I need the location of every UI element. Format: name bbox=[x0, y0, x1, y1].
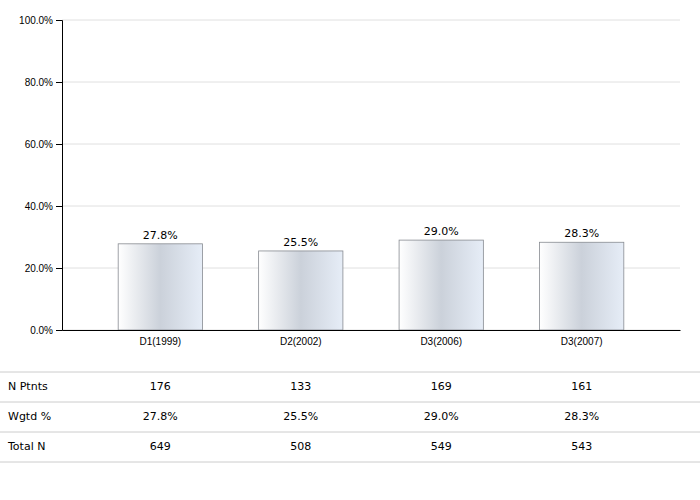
grid-line bbox=[62, 82, 680, 83]
table-cell: 29.0% bbox=[424, 410, 459, 423]
tick: 100.0% bbox=[19, 15, 62, 26]
table-row: Total N 649 508 549 543 bbox=[7, 440, 592, 453]
tick: D3(2006) bbox=[420, 336, 462, 347]
tick: 20.0% bbox=[25, 263, 62, 274]
data-label: 27.8% bbox=[143, 229, 178, 242]
tick-mark bbox=[56, 206, 62, 207]
table-row: N Ptnts 176 133 169 161 bbox=[8, 380, 592, 393]
tick-mark bbox=[56, 330, 62, 331]
table-row-label: Total N bbox=[7, 440, 45, 453]
tick: 40.0% bbox=[25, 201, 62, 212]
tick-label: 20.0% bbox=[25, 263, 53, 274]
bar bbox=[399, 240, 483, 330]
tick: D1(1999) bbox=[139, 336, 181, 347]
table-cell: 649 bbox=[150, 440, 171, 453]
table-cell: 25.5% bbox=[283, 410, 318, 423]
table-cell: 169 bbox=[431, 380, 452, 393]
tick-label: 60.0% bbox=[25, 139, 53, 150]
bar bbox=[118, 244, 202, 330]
y-axis: 0.0% 20.0% 40.0% 60.0% 80.0% 100.0% bbox=[19, 15, 62, 336]
bar bbox=[259, 251, 343, 330]
table-cell: 549 bbox=[431, 440, 452, 453]
table-rule bbox=[0, 462, 700, 463]
table-rule bbox=[0, 372, 700, 373]
tick-label: D2(2002) bbox=[280, 336, 322, 347]
table-cell: 133 bbox=[290, 380, 311, 393]
tick-label: D3(2007) bbox=[561, 336, 603, 347]
grid-line bbox=[62, 206, 680, 207]
data-label: 25.5% bbox=[283, 236, 318, 249]
tick: 80.0% bbox=[25, 77, 62, 88]
data-label: 29.0% bbox=[424, 225, 459, 238]
tick-mark bbox=[56, 268, 62, 269]
tick-label: D3(2006) bbox=[420, 336, 462, 347]
bars bbox=[118, 240, 624, 330]
table-cell: 543 bbox=[571, 440, 592, 453]
plot: 0.0% 20.0% 40.0% 60.0% 80.0% 100.0% D1(1999) D2… bbox=[19, 15, 680, 347]
table-rule bbox=[0, 402, 700, 403]
tick-label: D1(1999) bbox=[139, 336, 181, 347]
table-rule bbox=[0, 432, 700, 433]
grid-line bbox=[62, 144, 680, 145]
table-row-label: N Ptnts bbox=[8, 380, 48, 393]
tick-label: 0.0% bbox=[30, 325, 53, 336]
axis-line bbox=[63, 330, 681, 331]
tick-label: 80.0% bbox=[25, 77, 53, 88]
table-cell: 176 bbox=[150, 380, 171, 393]
tick: D3(2007) bbox=[561, 336, 603, 347]
tick-label: 100.0% bbox=[19, 15, 53, 26]
chart: 0.0% 20.0% 40.0% 60.0% 80.0% 100.0% D1(1999) D2… bbox=[0, 0, 700, 500]
x-axis: D1(1999) D2(2002) D3(2006) D3(2007) bbox=[63, 331, 681, 348]
tick-mark bbox=[56, 144, 62, 145]
grid-line bbox=[62, 20, 680, 21]
table-cell: 28.3% bbox=[564, 410, 599, 423]
bar bbox=[540, 242, 624, 330]
table-row: Wgtd % 27.8% 25.5% 29.0% 28.3% bbox=[8, 410, 599, 423]
table-cell: 161 bbox=[571, 380, 592, 393]
data-labels: 27.8% 25.5% 29.0% 28.3% bbox=[143, 225, 599, 249]
table: N Ptnts 176 133 169 161 Wgtd % 27.8% 25.5% 29.0%… bbox=[0, 372, 700, 462]
tick: 0.0% bbox=[30, 325, 62, 336]
tick-mark bbox=[56, 20, 62, 21]
grid bbox=[62, 20, 680, 330]
tick-mark bbox=[56, 82, 62, 83]
data-label: 28.3% bbox=[564, 227, 599, 240]
tick-label: 40.0% bbox=[25, 201, 53, 212]
tick: D2(2002) bbox=[280, 336, 322, 347]
table-cell: 27.8% bbox=[143, 410, 178, 423]
table-cell: 508 bbox=[290, 440, 311, 453]
table-row-label: Wgtd % bbox=[8, 410, 51, 423]
tick: 60.0% bbox=[25, 139, 62, 150]
axis-line bbox=[56, 21, 63, 331]
